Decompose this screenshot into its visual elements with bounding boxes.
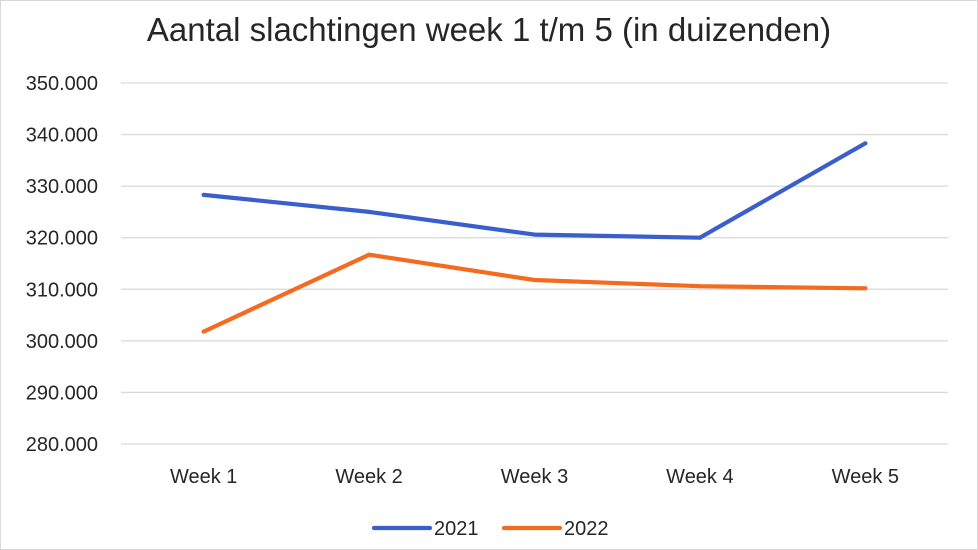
data-point (367, 209, 372, 214)
x-axis-tick-labels: Week 1 Week 2 Week 3 Week 4 Week 5 (170, 466, 899, 488)
chart-title: Aantal slachtingen week 1 t/m 5 (in duiz… (147, 11, 831, 48)
series-line-2021 (201, 141, 868, 240)
data-point (532, 232, 537, 237)
data-point (201, 329, 206, 334)
data-point (532, 278, 537, 283)
y-tick-label: 310.000 (26, 279, 98, 301)
data-point (697, 284, 702, 289)
y-tick-label: 280.000 (26, 434, 98, 456)
legend-label-2021: 2021 (434, 518, 479, 540)
gridlines (121, 82, 948, 445)
y-tick-label: 340.000 (26, 125, 98, 147)
x-tick-label: Week 4 (666, 466, 733, 488)
y-tick-label: 330.000 (26, 176, 98, 198)
data-point (863, 141, 868, 146)
legend: 2021 2022 (371, 518, 609, 540)
data-point (697, 235, 702, 240)
y-axis-tick-labels: 280.000 290.000 300.000 310.000 320.000 330.0… (26, 73, 98, 456)
data-point (863, 286, 868, 291)
series-line-2022 (201, 252, 868, 334)
data-point (201, 192, 206, 197)
x-tick-label: Week 2 (335, 466, 402, 488)
y-tick-label: 350.000 (26, 73, 98, 95)
y-tick-label: 300.000 (26, 331, 98, 353)
data-point (367, 252, 372, 257)
y-tick-label: 290.000 (26, 382, 98, 404)
x-tick-label: Week 1 (170, 466, 237, 488)
legend-label-2022: 2022 (564, 518, 609, 540)
x-tick-label: Week 5 (832, 466, 899, 488)
x-tick-label: Week 3 (501, 466, 568, 488)
y-tick-label: 320.000 (26, 228, 98, 250)
series-lines (201, 141, 868, 334)
